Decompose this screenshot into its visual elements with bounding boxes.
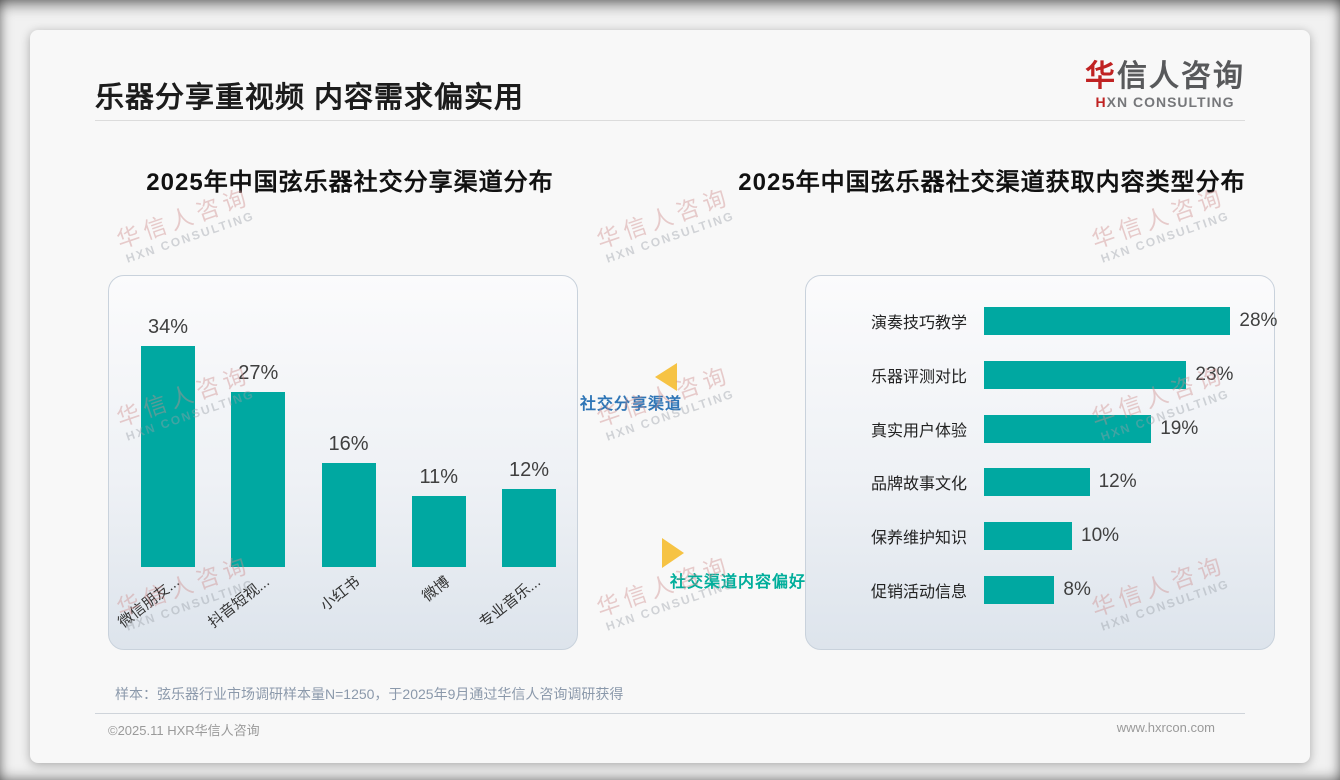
hbar xyxy=(984,522,1072,551)
bar-category-label: 微信朋友... xyxy=(115,573,184,632)
bar-category-label: 微博 xyxy=(419,573,454,606)
bar-column: 11% 微博 xyxy=(411,306,466,605)
bar-value-label: 27% xyxy=(238,361,279,384)
hbar xyxy=(984,468,1090,497)
watermark-en-text: HXN CONSULTING xyxy=(124,208,257,266)
bar-value-label: 12% xyxy=(508,459,550,481)
hbar-row: 品牌故事文化 12% xyxy=(841,461,1260,503)
left-chart-panel: 34% 微信朋友... 27% 抖音短视... 16% 小红书 11% 微博 12% 专业音乐..… xyxy=(108,275,578,650)
slide: 乐器分享重视频 内容需求偏实用 华信人咨询 HXN CONSULTING 202… xyxy=(30,30,1310,763)
page-title: 乐器分享重视频 内容需求偏实用 xyxy=(95,82,525,114)
hbar-value-label: 12% xyxy=(1098,471,1137,493)
bar-column: 12% 专业音乐... xyxy=(476,306,556,631)
hbar-row: 演奏技巧教学 28% xyxy=(841,300,1277,342)
left-chart-plot: 34% 微信朋友... 27% 抖音短视... 16% 小红书 11% 微博 12% 专业音乐..… xyxy=(115,306,556,631)
bar-column: 27% 抖音短视... xyxy=(206,306,286,631)
bar xyxy=(502,489,556,567)
logo-cn-first-char: 华 xyxy=(1085,60,1117,93)
left-chart-title: 2025年中国弦乐器社交分享渠道分布 xyxy=(146,169,554,196)
arrow-right-icon xyxy=(662,538,684,568)
hbar-row: 真实用户体验 19% xyxy=(841,408,1260,450)
mid-label-sharing-channels: 社交分享渠道 xyxy=(580,396,683,413)
sample-note: 样本：弦乐器行业市场调研样本量N=1250，于2025年9月通过华信人咨询调研获… xyxy=(115,686,624,702)
company-logo: 华信人咨询 HXN CONSULTING xyxy=(1085,60,1245,110)
hbar-category-label: 保养维护知识 xyxy=(871,530,968,548)
logo-cn-rest: 信人咨询 xyxy=(1117,60,1245,93)
bar-category-label: 专业音乐... xyxy=(476,573,545,632)
hbar-row: 乐器评测对比 23% xyxy=(841,354,1260,396)
bar-category-label: 抖音短视... xyxy=(205,573,274,632)
hbar-value-label: 8% xyxy=(1063,578,1091,600)
bar-column: 34% 微信朋友... xyxy=(115,306,195,631)
hbar xyxy=(984,360,1187,389)
watermark-en-text: HXN CONSULTING xyxy=(1099,208,1232,266)
hbar-row: 保养维护知识 10% xyxy=(841,515,1260,557)
logo-en-rest: XN CONSULTING xyxy=(1106,94,1235,110)
watermark: 华信人咨询 HXN CONSULTING xyxy=(591,177,738,266)
right-chart-title: 2025年中国弦乐器社交渠道获取内容类型分布 xyxy=(738,169,1246,196)
logo-cn-text: 华信人咨询 xyxy=(1085,60,1245,93)
bar xyxy=(321,463,376,567)
watermark-en-text: HXN CONSULTING xyxy=(604,208,737,266)
mid-label-content-preference: 社交渠道内容偏好 xyxy=(670,574,807,591)
logo-en-text: HXN CONSULTING xyxy=(1085,94,1245,110)
hbar-category-label: 品牌故事文化 xyxy=(871,476,968,494)
hbar-value-label: 10% xyxy=(1081,525,1120,547)
hbar-value-label: 28% xyxy=(1239,310,1278,331)
hbar-row: 促销活动信息 8% xyxy=(841,569,1260,611)
hbar-category-label: 演奏技巧教学 xyxy=(871,315,968,332)
logo-en-first-char: H xyxy=(1095,94,1107,110)
bar xyxy=(231,391,286,567)
bar-category-label: 小红书 xyxy=(317,573,364,615)
hbar-category-label: 促销活动信息 xyxy=(871,583,968,601)
hbar-value-label: 19% xyxy=(1160,417,1199,439)
bar xyxy=(411,495,466,567)
bar-column: 16% 小红书 xyxy=(318,306,376,614)
hbar xyxy=(984,414,1152,443)
arrow-left-icon xyxy=(655,363,677,391)
header-divider xyxy=(95,120,1245,121)
right-chart-plot: 演奏技巧教学 28% 乐器评测对比 23% 真实用户体验 19% 品牌故事文化 12% 保养维护… xyxy=(841,300,1277,611)
right-chart-panel: 演奏技巧教学 28% 乐器评测对比 23% 真实用户体验 19% 品牌故事文化 12% 保养维护… xyxy=(805,275,1277,650)
hbar-category-label: 真实用户体验 xyxy=(871,422,968,440)
hbar-value-label: 23% xyxy=(1195,363,1234,385)
hbar xyxy=(984,575,1055,604)
footer-copyright: ©2025.11 HXR华信人咨询 xyxy=(108,723,260,738)
footer-divider xyxy=(95,713,1245,714)
bar xyxy=(141,346,195,567)
bar-value-label: 16% xyxy=(328,433,369,455)
footer-website: www.hxrcon.com xyxy=(1116,720,1215,735)
bar-value-label: 11% xyxy=(419,465,459,488)
hbar xyxy=(984,307,1231,335)
bar-value-label: 34% xyxy=(147,316,189,338)
hbar-category-label: 乐器评测对比 xyxy=(871,368,968,386)
watermark-cn-text: 华信人咨询 xyxy=(593,183,735,254)
